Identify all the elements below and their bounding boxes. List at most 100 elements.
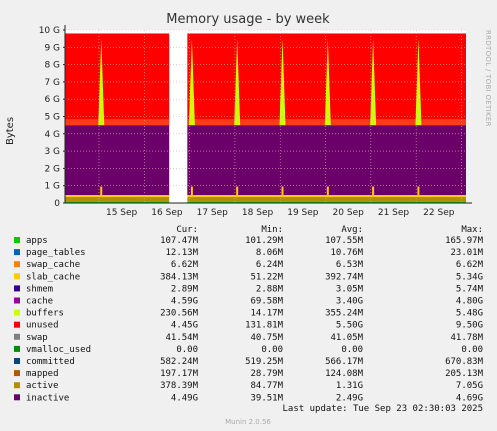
legend-name-slab_cache: slab_cache [26, 272, 80, 282]
legend-max-unused: 9.50G [456, 321, 483, 331]
legend-min-swap: 40.75M [250, 333, 283, 343]
legend-swatch-slab_cache [14, 273, 20, 280]
legend-name-page_tables: page_tables [26, 248, 86, 258]
legend-max-apps: 165.97M [445, 236, 484, 246]
side-label: RRDTOOL / TOBI OETIKER [484, 30, 492, 127]
legend-swatch-page_tables [14, 249, 20, 256]
legend-max-slab_cache: 5.34G [456, 272, 483, 282]
y-tick-label: 0 [54, 199, 60, 209]
column-header: Avg: [341, 225, 363, 235]
y-tick-label: 3 G [44, 147, 60, 157]
legend-swatch-committed [14, 358, 20, 364]
legend-swatch-inactive [14, 394, 20, 401]
spike-3 [279, 38, 286, 126]
area-unused-seg0 [65, 33, 170, 126]
legend-cur-mapped: 197.17M [160, 369, 199, 379]
y-axis-label: Bytes [5, 117, 16, 145]
legend-name-cache: cache [26, 297, 53, 307]
legend-swatch-swap_cache [14, 261, 20, 268]
legend-name-mapped: mapped [26, 369, 59, 379]
legend-min-committed: 519.25M [245, 357, 284, 367]
area-active-seg1 [187, 196, 466, 202]
legend-name-buffers: buffers [26, 309, 64, 319]
spike-base-4 [326, 186, 329, 196]
legend-avg-swap_cache: 6.53M [336, 260, 364, 270]
legend-cur-slab_cache: 384.13M [160, 272, 199, 282]
area-slab_cache-seg0 [65, 195, 170, 197]
legend-min-apps: 101.29M [245, 236, 284, 246]
spike-4 [324, 38, 331, 126]
legend-avg-apps: 107.55M [325, 236, 364, 246]
legend-avg-inactive: 2.49G [336, 393, 363, 403]
x-tick-label: 22 Sep [423, 208, 455, 218]
legend-min-inactive: 39.51M [250, 393, 283, 403]
area-apps-seg0 [65, 201, 170, 203]
chart-title: Memory usage - by week [166, 12, 330, 27]
legend-avg-vmalloc_used: 0.00 [341, 345, 363, 355]
legend-avg-page_tables: 10.76M [330, 248, 363, 258]
y-tick-label: 7 G [44, 78, 60, 88]
spike-5 [370, 38, 377, 126]
legend-avg-active: 1.31G [336, 381, 363, 391]
spike-base-2 [236, 186, 239, 196]
x-tick-label: 20 Sep [333, 208, 365, 218]
column-header: Cur: [176, 225, 198, 235]
legend-avg-slab_cache: 392.74M [325, 272, 364, 282]
legend-max-active: 7.05G [456, 381, 483, 391]
legend-swatch-cache [14, 297, 20, 304]
x-tick-label: 19 Sep [287, 208, 319, 218]
legend-avg-buffers: 355.24M [325, 309, 364, 319]
legend-cur-shmem: 2.89M [171, 284, 199, 294]
legend-max-vmalloc_used: 0.00 [461, 345, 483, 355]
legend-table: Cur: Min: Avg: Max: apps 107.47M 101.29M 107.55… [14, 225, 484, 403]
legend-min-mapped: 28.79M [250, 369, 283, 379]
legend-swatch-active [14, 382, 20, 389]
x-tick-label: 21 Sep [378, 208, 410, 218]
column-header: Min: [261, 225, 283, 235]
legend-avg-cache: 3.40G [336, 297, 363, 307]
y-tick-label: 8 G [44, 61, 60, 71]
legend-max-swap: 41.78M [450, 333, 483, 343]
legend-max-cache: 4.80G [456, 297, 483, 307]
area-slab_cache-seg1 [187, 195, 466, 197]
legend-min-buffers: 14.17M [250, 309, 283, 319]
legend-swatch-vmalloc_used [14, 345, 20, 352]
y-tick-label: 10 G [39, 26, 60, 36]
spike-base-0 [100, 186, 103, 196]
legend-max-page_tables: 23.01M [450, 248, 483, 258]
last-update: Last update: Tue Sep 23 02:30:03 2025 [283, 404, 483, 414]
area-inactive-seg0 [65, 125, 170, 196]
legend-name-vmalloc_used: vmalloc_used [26, 345, 91, 355]
legend-swatch-apps [14, 237, 20, 243]
legend-cur-buffers: 230.56M [160, 309, 199, 319]
legend-swatch-swap [14, 333, 20, 340]
spike-6 [415, 38, 422, 126]
area-inactive-seg1 [187, 125, 466, 196]
footer-version: Munin 2.0.56 [225, 418, 271, 426]
y-tick-label: 5 G [44, 113, 60, 123]
legend-min-unused: 131.81M [245, 321, 284, 331]
x-tick-label: 18 Sep [242, 208, 274, 218]
spike-base-3 [281, 186, 284, 196]
legend-max-committed: 670.83M [445, 357, 484, 367]
legend-avg-swap: 41.05M [330, 333, 363, 343]
legend-max-shmem: 5.74M [456, 284, 484, 294]
legend-swatch-unused [14, 321, 20, 328]
x-tick-label: 15 Sep [106, 208, 138, 218]
legend-max-buffers: 5.48G [456, 309, 483, 319]
legend-name-unused: unused [26, 321, 59, 331]
legend-min-cache: 69.58M [250, 297, 283, 307]
legend-cur-swap: 41.54M [165, 333, 198, 343]
column-header: Max: [461, 225, 483, 235]
legend-name-swap_cache: swap_cache [26, 260, 80, 270]
legend-avg-mapped: 124.08M [325, 369, 364, 379]
spike-base-5 [372, 186, 375, 196]
spike-base-6 [417, 186, 420, 196]
legend-name-swap: swap [26, 333, 48, 343]
legend-cur-cache: 4.59G [171, 297, 198, 307]
legend-name-shmem: shmem [26, 284, 53, 294]
legend-min-slab_cache: 51.22M [250, 272, 283, 282]
legend-name-active: active [26, 381, 59, 391]
legend-cur-inactive: 4.49G [171, 393, 198, 403]
